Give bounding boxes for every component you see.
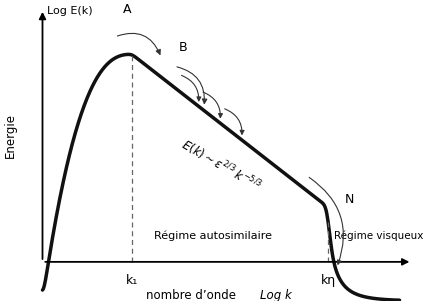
Text: $E(k) \sim \varepsilon^{2/3}\,k^{-5/3}$: $E(k) \sim \varepsilon^{2/3}\,k^{-5/3}$: [178, 135, 265, 196]
Text: Log E(k): Log E(k): [47, 6, 92, 16]
Text: B: B: [178, 41, 187, 54]
Text: kη: kη: [320, 274, 336, 287]
FancyArrowPatch shape: [309, 177, 343, 264]
FancyArrowPatch shape: [203, 92, 222, 117]
Text: Régime autosimilaire: Régime autosimilaire: [153, 230, 272, 241]
Text: Energie: Energie: [4, 113, 17, 158]
FancyArrowPatch shape: [181, 75, 201, 101]
FancyArrowPatch shape: [117, 33, 160, 54]
Text: k₁: k₁: [126, 274, 138, 287]
Text: A: A: [123, 3, 132, 16]
Text: Régime visqueux: Régime visqueux: [334, 230, 423, 241]
Text: N: N: [345, 193, 354, 206]
FancyArrowPatch shape: [225, 109, 244, 134]
Text: Log k: Log k: [261, 289, 292, 301]
FancyArrowPatch shape: [177, 67, 207, 104]
Text: nombre d’onde: nombre d’onde: [146, 289, 236, 301]
